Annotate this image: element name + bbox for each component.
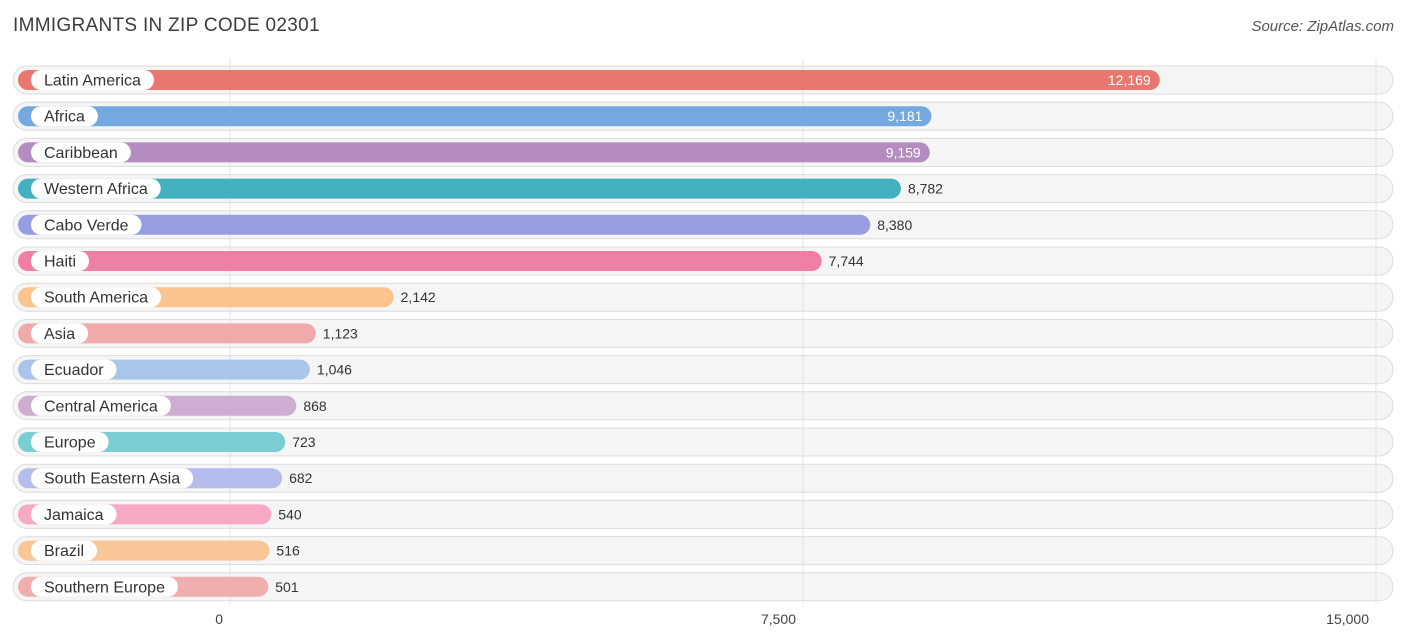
bar-group: Africa 9,181 xyxy=(18,106,932,127)
category-label: Brazil xyxy=(44,543,84,560)
chart-source: Source: ZipAtlas.com xyxy=(1251,18,1394,35)
value-label: 540 xyxy=(278,506,302,522)
value-label: 1,123 xyxy=(323,325,358,341)
category-label: South America xyxy=(44,290,148,307)
bars: Latin America 12,169 Africa 9,181 Caribbean 9… xyxy=(18,70,1160,597)
row-background xyxy=(12,572,1394,602)
value-label: 8,782 xyxy=(908,181,943,197)
category-label: Latin America xyxy=(44,73,141,90)
category-label: Southern Europe xyxy=(44,579,165,596)
value-label: 12,169 xyxy=(1108,72,1151,88)
category-label: Ecuador xyxy=(44,362,104,379)
category-label: Europe xyxy=(44,435,96,452)
category-pill xyxy=(31,504,117,525)
bar-group: Latin America 12,169 xyxy=(18,70,1160,90)
category-pill xyxy=(31,70,154,90)
category-label: Western Africa xyxy=(44,181,148,198)
bar xyxy=(18,178,901,199)
bar-group: Central America 868 xyxy=(18,395,327,416)
value-label: 501 xyxy=(275,579,299,595)
row-background xyxy=(12,463,1394,493)
row-background xyxy=(12,536,1394,566)
category-pill xyxy=(31,395,171,416)
value-label: 7,744 xyxy=(829,253,864,269)
bar-group: Ecuador 1,046 xyxy=(18,359,352,380)
bar-group: Haiti 7,744 xyxy=(18,251,864,271)
row-background xyxy=(12,499,1394,529)
category-pill xyxy=(31,142,131,163)
category-pill xyxy=(31,432,109,452)
bar-group: Southern Europe 501 xyxy=(18,576,299,597)
chart-title: IMMIGRANTS IN ZIP CODE 02301 xyxy=(13,15,320,36)
bar-group: South America 2,142 xyxy=(18,287,436,308)
bar xyxy=(18,323,316,344)
row-background xyxy=(12,427,1394,457)
bar-group: Jamaica 540 xyxy=(18,504,302,525)
value-label: 723 xyxy=(292,434,316,450)
category-label: Africa xyxy=(44,109,85,126)
bar xyxy=(18,70,1160,90)
category-pill xyxy=(31,576,178,597)
x-tick-label: 7,500 xyxy=(761,611,796,627)
value-label: 2,142 xyxy=(401,289,436,305)
category-label: South Eastern Asia xyxy=(44,471,180,488)
category-label: Caribbean xyxy=(44,145,118,162)
bar-group: Cabo Verde 8,380 xyxy=(18,214,912,235)
bar xyxy=(18,251,822,271)
category-pill xyxy=(31,468,194,489)
value-label: 868 xyxy=(303,398,327,414)
bar xyxy=(18,106,932,127)
value-label: 9,159 xyxy=(886,144,921,160)
category-label: Asia xyxy=(44,326,75,343)
value-label: 9,181 xyxy=(887,108,922,124)
value-label: 516 xyxy=(276,543,300,559)
bar-group: Brazil 516 xyxy=(18,540,300,561)
category-pill xyxy=(31,106,98,127)
value-label: 1,046 xyxy=(317,362,352,378)
bar xyxy=(18,214,871,235)
x-axis-ticks: 0 7,500 15,000 xyxy=(215,611,1369,627)
row-background xyxy=(12,355,1394,385)
category-label: Central America xyxy=(44,398,158,415)
row-background xyxy=(12,391,1394,421)
x-tick-label: 0 xyxy=(215,611,223,627)
bar-group: Europe 723 xyxy=(18,432,316,452)
bar-group: Asia 1,123 xyxy=(18,323,358,344)
category-pill xyxy=(31,251,90,271)
category-pill xyxy=(31,540,98,561)
category-label: Cabo Verde xyxy=(44,217,129,234)
category-pill xyxy=(31,178,161,199)
value-label: 8,380 xyxy=(877,217,912,233)
bar-group: Caribbean 9,159 xyxy=(18,142,930,163)
bar xyxy=(18,142,930,163)
category-label: Jamaica xyxy=(44,507,104,524)
category-pill xyxy=(31,323,89,344)
value-label: 682 xyxy=(289,470,313,486)
category-label: Haiti xyxy=(44,254,76,271)
category-pill xyxy=(31,287,162,308)
x-tick-label: 15,000 xyxy=(1326,611,1369,627)
category-pill xyxy=(31,359,117,380)
category-pill xyxy=(31,214,142,235)
bar-group: South Eastern Asia 682 xyxy=(18,468,313,489)
bar-group: Western Africa 8,782 xyxy=(18,178,943,199)
row-background xyxy=(12,318,1394,348)
